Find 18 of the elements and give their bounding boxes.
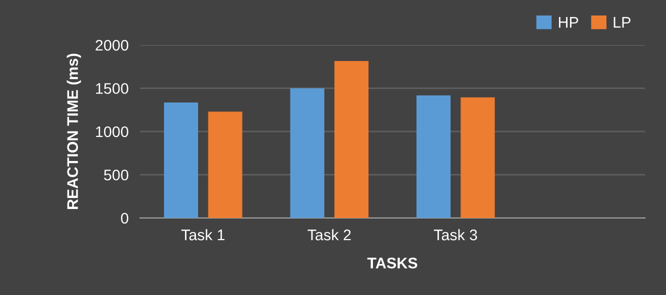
bar: [334, 61, 369, 218]
bar: [416, 95, 451, 218]
y-tick-label: 1500: [96, 83, 128, 94]
x-axis-title: TASKS: [367, 258, 418, 268]
bar: [460, 97, 495, 218]
bar: [208, 112, 242, 218]
y-tick-label: 1000: [96, 126, 128, 138]
x-tick-label: Task 2: [308, 229, 351, 240]
legend-label: LP: [614, 17, 630, 28]
bar: [290, 88, 324, 218]
bar: [164, 102, 198, 218]
legend-label: HP: [558, 17, 578, 28]
x-tick-label: Task 3: [434, 229, 478, 240]
y-tick-label: 500: [104, 170, 128, 180]
x-tick-label: Task 1: [181, 229, 224, 240]
y-axis-title: REACTION TIME (ms): [66, 54, 82, 209]
y-tick-label: 0: [120, 212, 128, 224]
y-tick-label: 2000: [96, 40, 128, 51]
